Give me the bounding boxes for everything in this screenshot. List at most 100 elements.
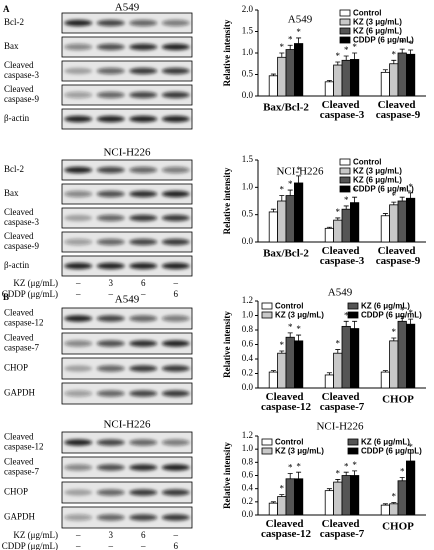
error-bar <box>296 175 302 183</box>
treatment-lane: 6 <box>141 530 146 540</box>
treatment-lane: – <box>75 278 81 288</box>
legend-swatch <box>261 447 273 455</box>
legend-label: CDDP (6 μg/mL) <box>353 185 414 194</box>
x-tick-label: Cleaved caspase-9 <box>376 99 421 121</box>
blot-band <box>161 91 190 99</box>
blot-band <box>161 514 190 521</box>
blot-band <box>129 464 158 471</box>
blot-band <box>161 315 190 322</box>
treatment-lane: – <box>173 530 179 540</box>
error-bar <box>287 332 293 338</box>
blot-row-label: Bax <box>4 188 19 198</box>
blot-band <box>96 166 125 174</box>
blot-band <box>96 390 125 397</box>
error-bar <box>270 501 276 504</box>
blot-band <box>129 439 158 446</box>
legend-swatch <box>339 27 351 35</box>
x-tick-label: Cleaved caspase-9 <box>376 245 421 267</box>
y-tick-label: 0.4 <box>242 353 254 363</box>
treatment-label: KZ (μg/mL) <box>13 278 58 288</box>
blot-frame <box>61 255 193 277</box>
blot-band <box>96 190 125 198</box>
legend-swatch <box>339 18 351 26</box>
blot-band <box>64 43 93 51</box>
bar <box>349 59 360 97</box>
blot-row-label: Cleaved caspase-12 <box>4 308 43 328</box>
blot-band <box>129 262 158 270</box>
significance-star: * <box>280 42 285 52</box>
blot-band <box>96 115 125 123</box>
blot-band <box>64 19 93 27</box>
bar <box>341 208 351 243</box>
error-bar <box>352 470 358 476</box>
error-bar <box>326 80 332 82</box>
bar <box>380 71 391 97</box>
error-bar <box>287 473 293 479</box>
y-tick-label: 0.0 <box>242 509 254 519</box>
significance-star: * <box>288 463 293 473</box>
significance-star: * <box>280 185 285 195</box>
y-tick-label: 1.5 <box>242 26 254 36</box>
significance-star: * <box>352 42 357 52</box>
bar <box>405 323 416 389</box>
bar <box>405 53 416 97</box>
blot-band <box>64 439 93 446</box>
error-bar <box>270 370 276 373</box>
blot-band <box>96 67 125 75</box>
error-bar <box>296 471 302 479</box>
blot-band <box>64 67 93 75</box>
error-bar <box>296 334 302 341</box>
bar <box>285 195 295 243</box>
bar <box>268 75 279 97</box>
blot-row-label: Cleaved caspase-9 <box>4 84 39 104</box>
legend-label: KZ (6 μg/mL) <box>353 27 402 36</box>
y-tick-label: 0.2 <box>242 368 253 378</box>
y-tick-label: 2.0 <box>242 4 254 14</box>
blot-band <box>64 315 93 322</box>
legend-swatch <box>347 311 359 319</box>
y-tick-label: 1.5 <box>242 154 254 164</box>
legend-label: KZ (3 μg/mL) <box>353 167 402 176</box>
y-tick-label: 0.5 <box>242 69 254 79</box>
significance-star: * <box>400 305 405 315</box>
error-bar <box>335 479 341 483</box>
y-tick-label: 0.8 <box>242 456 254 466</box>
legend-swatch <box>261 438 273 446</box>
significance-star: * <box>336 339 341 349</box>
y-tick-label: 0.6 <box>242 470 254 480</box>
error-bar <box>279 195 285 201</box>
y-tick-label: 1.0 <box>242 47 254 57</box>
bar <box>293 43 304 97</box>
blot-band <box>161 340 190 347</box>
bar <box>349 475 360 516</box>
blot-frame <box>61 431 193 454</box>
blot-row-label: Cleaved caspase-9 <box>4 231 39 251</box>
significance-star: * <box>392 327 397 337</box>
legend-swatch <box>347 447 359 455</box>
legend-swatch <box>261 302 273 310</box>
bar <box>293 182 304 243</box>
bar <box>277 496 287 516</box>
bar <box>268 371 279 389</box>
blot-band <box>64 464 93 471</box>
significance-star: * <box>296 27 301 37</box>
y-tick-label: 1.0 <box>242 443 254 453</box>
error-bar <box>343 320 349 327</box>
blot-band <box>129 514 158 521</box>
significance-star: * <box>400 467 405 477</box>
x-tick-label: Cleaved caspase-12 <box>261 391 312 413</box>
significance-star: * <box>344 45 349 55</box>
blot-frame <box>61 332 193 355</box>
blot-row-label: CHOP <box>4 487 28 497</box>
treatment-label: CDDP (μg/mL) <box>2 541 58 550</box>
blot-band <box>129 489 158 496</box>
significance-star: * <box>288 322 293 332</box>
significance-star: * <box>344 195 349 205</box>
error-bar <box>382 69 388 73</box>
blot-band <box>96 365 125 372</box>
y-tick-label: 1.2 <box>242 430 253 440</box>
blot-band <box>64 489 93 496</box>
blot-band <box>129 67 158 75</box>
blot-row-label: β-actin <box>4 260 30 270</box>
